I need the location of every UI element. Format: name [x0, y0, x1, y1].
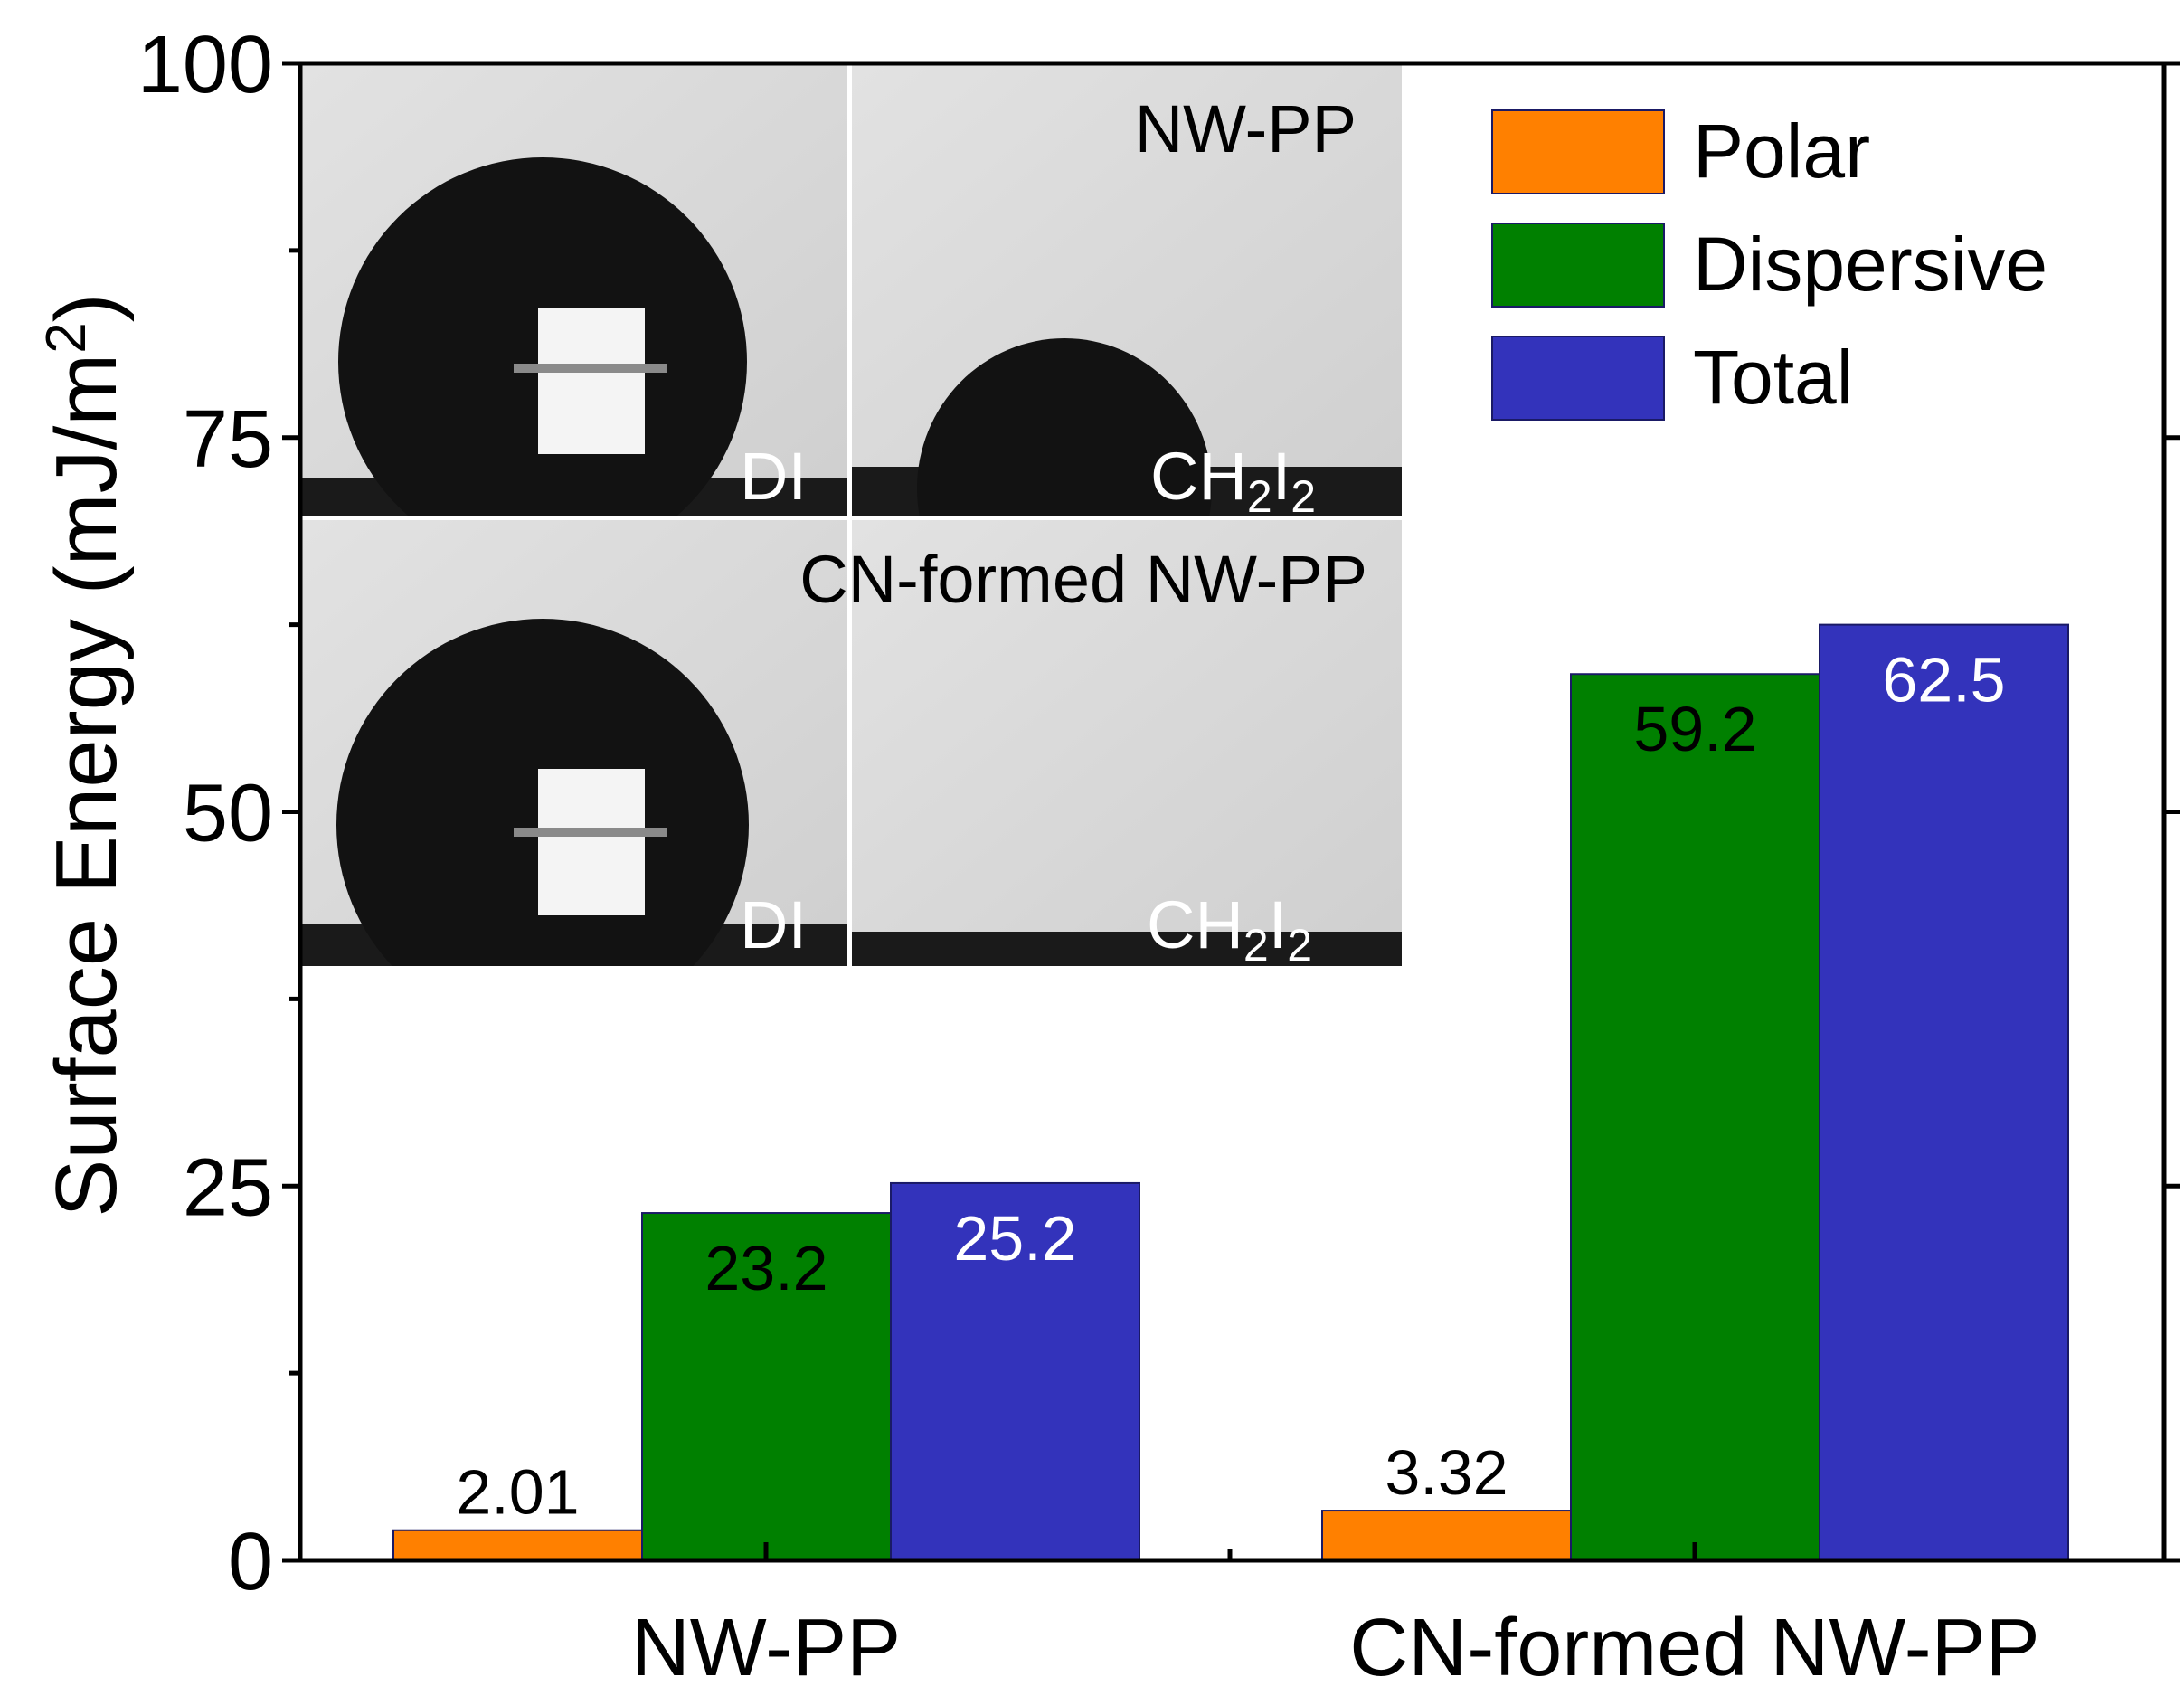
y-axis-title-superscript: 2 — [35, 322, 98, 353]
spread-droplet-film — [852, 932, 1402, 966]
y-tick-label: 0 — [228, 1517, 273, 1607]
legend: Polar Dispersive Total — [1491, 109, 2047, 421]
inset-photo-nwpp-ch2i2 — [852, 63, 1402, 516]
data-label-dispersive-2: 59.2 — [1633, 694, 1756, 764]
bars-layer: 2.01 23.2 25.2 3.32 59.2 62.5 — [392, 623, 2069, 1562]
legend-label-total: Total — [1693, 335, 1853, 420]
inset-label-ch2i2-bottom: CH2I2 — [1147, 887, 1312, 971]
inset-photo-nwpp-di — [300, 63, 847, 516]
x-category-label: NW-PP — [631, 1603, 901, 1693]
inset-label-di-bottom: DI — [740, 887, 807, 962]
inset-label-ch2i2-top: CH2I2 — [1150, 439, 1316, 522]
droplet-reflection — [538, 769, 645, 915]
bar-polar-1 — [392, 1529, 643, 1561]
legend-label-polar: Polar — [1693, 109, 1870, 194]
data-label-polar-1: 2.01 — [456, 1457, 579, 1528]
data-label-total-1: 25.2 — [953, 1203, 1076, 1274]
y-tick-label: 25 — [183, 1142, 273, 1233]
bar-total-2 — [1819, 623, 2069, 1561]
y-axis-title: Surface Energy (mJ/m2) — [35, 293, 135, 1217]
data-label-dispersive-1: 23.2 — [704, 1233, 827, 1303]
legend-swatch-total — [1491, 336, 1665, 421]
inset-label-di-top: DI — [740, 439, 807, 514]
legend-label-dispersive: Dispersive — [1693, 222, 2047, 307]
data-label-total-2: 62.5 — [1882, 645, 2005, 715]
y-axis-title-text: Surface Energy (mJ/m — [38, 354, 135, 1218]
legend-swatch-polar — [1491, 109, 1665, 194]
inset-photo-cn-di — [300, 520, 847, 966]
x-category-label: CN-formed NW-PP — [1349, 1603, 2039, 1693]
y-tick-label: 100 — [137, 20, 273, 110]
droplet — [917, 338, 1212, 516]
inset-photo-cn-ch2i2 — [852, 520, 1402, 966]
bar-dispersive-2 — [1570, 673, 1820, 1561]
bar-polar-2 — [1321, 1510, 1572, 1561]
inset-title-top: NW-PP — [1135, 91, 1357, 166]
bar-total-1 — [890, 1181, 1140, 1561]
y-tick-label: 75 — [183, 394, 273, 485]
y-axis-title-close: ) — [38, 293, 135, 322]
droplet-reflection — [538, 308, 645, 454]
data-label-polar-2: 3.32 — [1385, 1437, 1508, 1508]
inset-title-bottom: CN-formed NW-PP — [799, 542, 1367, 617]
bar-dispersive-1 — [641, 1212, 892, 1562]
inset-photo-grid: NW-PP CN-formed NW-PP DI DI CH2I2 CH2I2 — [300, 63, 1402, 971]
axes: 0 25 50 75 100 NW-PP CN-formed NW-PP — [137, 20, 2180, 1693]
legend-swatch-dispersive — [1491, 223, 1665, 308]
y-tick-label: 50 — [183, 769, 273, 859]
